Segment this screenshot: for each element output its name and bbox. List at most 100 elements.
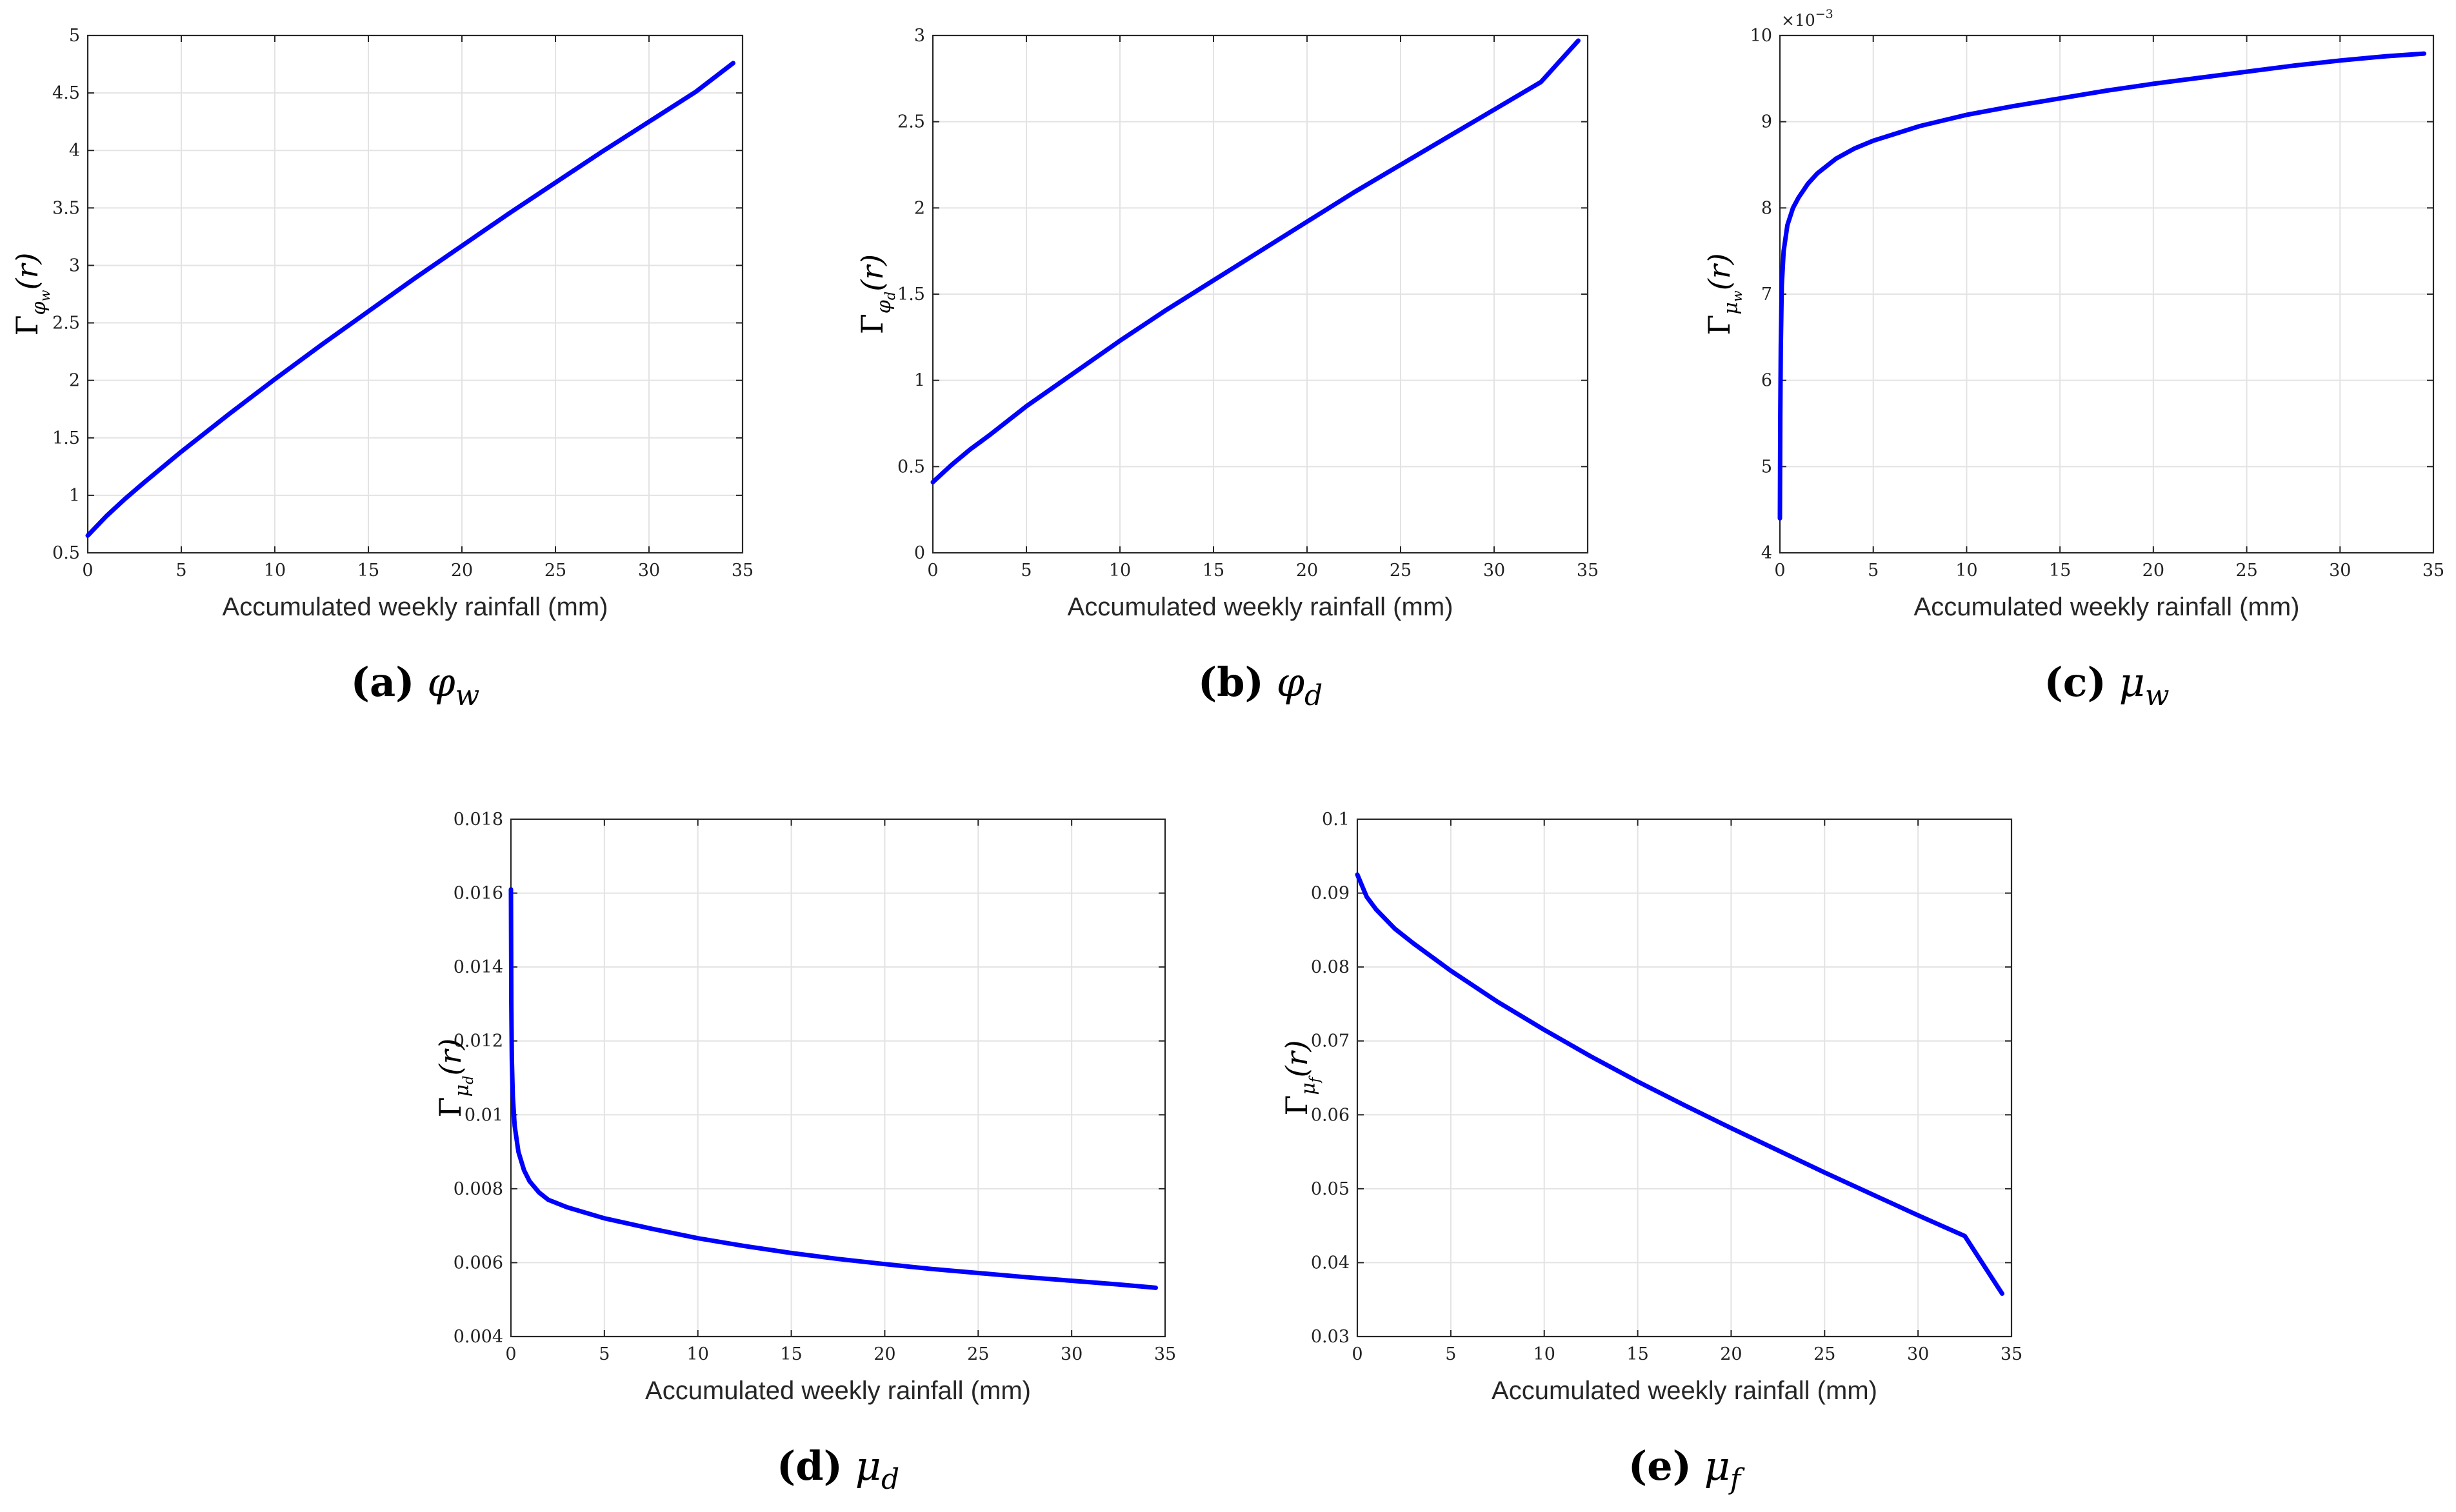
y-tick-label: 0.05 <box>1311 1179 1350 1199</box>
y-tick-label: 0.004 <box>454 1327 503 1347</box>
y-tick-label: 0.016 <box>454 884 503 904</box>
x-tick-label: 30 <box>638 561 660 581</box>
x-tick-label: 5 <box>599 1344 610 1364</box>
y-tick-label: 0.04 <box>1311 1253 1350 1273</box>
caption-subscript: d <box>1304 679 1323 712</box>
y-tick-label: 2 <box>69 371 80 391</box>
y-axis-label-arg: (r) <box>855 254 890 292</box>
y-tick-label: 2.5 <box>897 112 925 132</box>
y-axis-label-gamma: Γ <box>855 313 890 334</box>
caption-space <box>843 1442 855 1489</box>
y-tick-label: 0.03 <box>1311 1327 1350 1347</box>
x-tick-label: 15 <box>780 1344 802 1364</box>
x-tick-label: 25 <box>967 1344 989 1364</box>
y-tick-label: 3 <box>69 255 80 275</box>
y-axis-label: Γμd(r) <box>433 1039 476 1118</box>
y-tick-label: 2 <box>914 198 925 218</box>
y-axis-label-sub: μ <box>1297 1082 1320 1095</box>
x-tick-label: 0 <box>1774 561 1785 581</box>
y-axis-label-sub: μ <box>1720 302 1742 315</box>
y-tick-label: 0 <box>914 543 925 563</box>
panel-caption: (b) φd <box>1198 659 1323 712</box>
y-axis-label-arg: (r) <box>1279 1040 1314 1077</box>
y-axis-label: Γφd(r) <box>855 254 898 334</box>
y-tick-label: 5 <box>1761 457 1772 477</box>
caption-label: (b) <box>1198 659 1264 706</box>
y-tick-label: 1.5 <box>52 428 80 448</box>
caption-space <box>2106 659 2119 706</box>
x-tick-label: 0 <box>82 561 93 581</box>
y-tick-label: 1 <box>914 371 925 391</box>
x-tick-label: 35 <box>2001 1344 2022 1364</box>
y-tick-label: 7 <box>1761 284 1772 304</box>
x-tick-label: 20 <box>2142 561 2164 581</box>
y-axis-label-gamma: Γ <box>1279 1095 1314 1116</box>
y-tick-label: 0.5 <box>897 457 925 477</box>
y-tick-label: 1.5 <box>897 284 925 304</box>
y-axis-label-subsub: w <box>1730 290 1745 302</box>
x-axis-label: Accumulated weekly rainfall (mm) <box>1492 1377 1877 1405</box>
x-tick-label: 25 <box>544 561 566 581</box>
y-tick-label: 6 <box>1761 371 1772 391</box>
caption-label: (c) <box>2044 659 2106 706</box>
axes-box <box>86 34 744 554</box>
caption-subscript: w <box>2145 679 2170 712</box>
x-tick-label: 35 <box>2422 561 2444 581</box>
x-tick-label: 5 <box>175 561 186 581</box>
y-axis-label: Γμw(r) <box>1702 253 1745 335</box>
x-axis-label: Accumulated weekly rainfall (mm) <box>1914 593 2300 621</box>
caption-symbol: μ <box>1704 1442 1730 1489</box>
x-tick-label: 10 <box>1955 561 1977 581</box>
caption-subscript: f <box>1728 1463 1745 1496</box>
caption-symbol: φ <box>1277 659 1305 706</box>
y-axis-label-gamma: Γ <box>10 315 45 335</box>
y-axis-label-subsub: d <box>461 1076 476 1084</box>
y-axis-label-subsub: w <box>37 290 53 301</box>
x-tick-label: 25 <box>2235 561 2257 581</box>
chart-panel-c: 0 5 10 15 20 25 30 35 4 5 6 7 8 9 10 Accumulated weekly… <box>1702 7 2444 712</box>
panel-caption: (e) μf <box>1628 1442 1745 1496</box>
caption-space <box>415 659 428 706</box>
caption-label: (e) <box>1628 1442 1692 1489</box>
y-tick-label: 0.006 <box>454 1253 503 1273</box>
y-tick-label: 1 <box>69 486 80 506</box>
chart-panel-d: 0 5 10 15 20 25 30 35 0.004 0.006 0.008 0.01 0.012 0.… <box>433 810 1176 1496</box>
y-axis-label-subsub: d <box>883 292 898 300</box>
y-axis-label-gamma: Γ <box>433 1097 468 1117</box>
y-tick-label: 0.09 <box>1311 884 1350 904</box>
y-tick-label: 10 <box>1750 26 1772 46</box>
y-tick-label: 3.5 <box>52 198 80 218</box>
y-axis-label: Γμf(r) <box>1279 1040 1323 1115</box>
x-tick-label: 20 <box>1720 1344 1742 1364</box>
y-tick-label: 0.06 <box>1311 1105 1350 1125</box>
y-axis-label-subsub: f <box>1307 1075 1323 1084</box>
x-tick-label: 5 <box>1868 561 1879 581</box>
x-tick-label: 20 <box>1296 561 1318 581</box>
x-tick-label: 30 <box>1061 1344 1083 1364</box>
x-axis-label: Accumulated weekly rainfall (mm) <box>645 1377 1031 1405</box>
caption-subscript: w <box>455 679 480 712</box>
x-tick-label: 30 <box>1483 561 1505 581</box>
data-line <box>930 38 1581 484</box>
x-tick-label: 30 <box>1907 1344 1929 1364</box>
y-tick-label: 0.5 <box>52 543 80 563</box>
x-tick-label: 10 <box>1109 561 1131 581</box>
x-axis-label: Accumulated weekly rainfall (mm) <box>1068 593 1453 621</box>
caption-label: (a) <box>351 659 415 706</box>
y-axis-label-arg: (r) <box>10 253 45 290</box>
chart-panel-b: 0 5 10 15 20 25 30 35 0 0.5 1 1.5 2 2.5 3 Accumulated w… <box>855 26 1599 712</box>
x-tick-label: 5 <box>1021 561 1032 581</box>
y-tick-label: 5 <box>69 26 80 46</box>
caption-symbol: μ <box>855 1442 881 1489</box>
x-tick-label: 35 <box>732 561 754 581</box>
y-axis-label-sub: φ <box>873 300 895 313</box>
y-axis-label-sub: μ <box>451 1084 474 1097</box>
x-tick-label: 15 <box>1626 1344 1648 1364</box>
x-tick-label: 0 <box>1352 1344 1363 1364</box>
x-tick-label: 30 <box>2329 561 2351 581</box>
x-tick-label: 20 <box>451 561 473 581</box>
y-tick-label: 8 <box>1761 198 1772 218</box>
y-tick-label: 3 <box>914 26 925 46</box>
x-tick-label: 10 <box>264 561 286 581</box>
